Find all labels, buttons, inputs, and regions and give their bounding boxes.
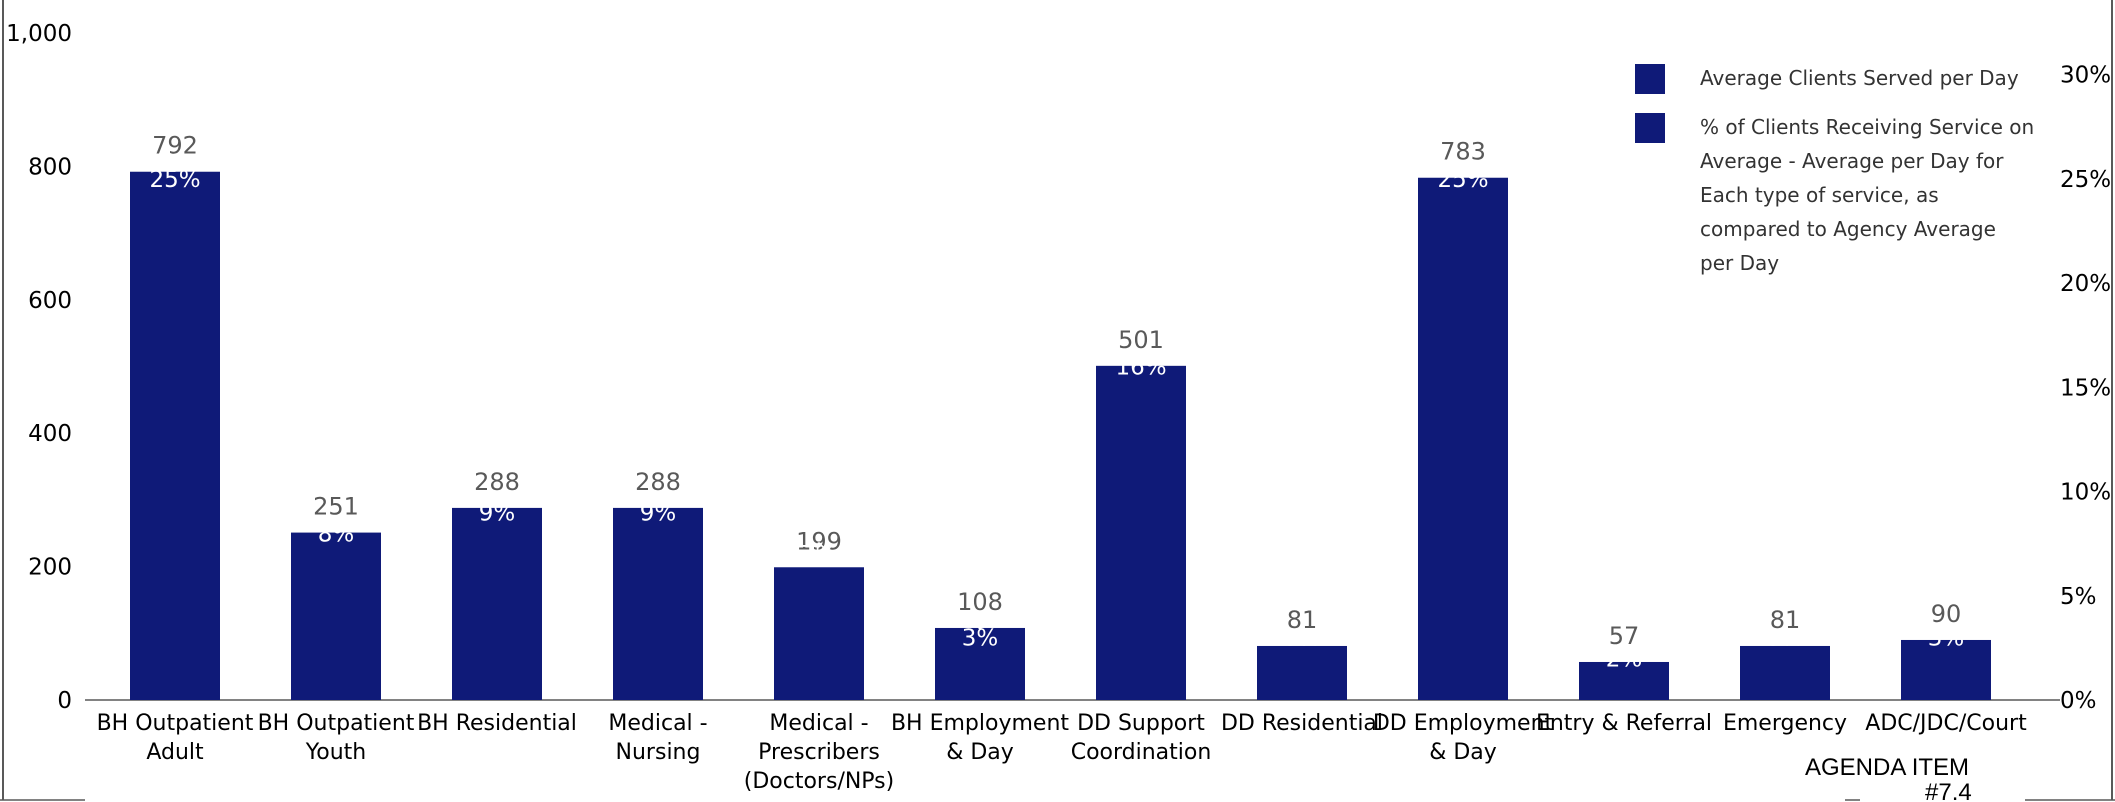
category-label: BH Outpatient — [258, 711, 415, 736]
category-label: BH Outpatient — [97, 711, 254, 736]
right-tick-label: 25% — [2060, 167, 2111, 193]
bar-value-label: 288 — [635, 468, 681, 496]
percent-label: 2% — [1606, 646, 1643, 672]
category-label: DD Residential — [1221, 711, 1383, 736]
left-tick-label: 800 — [28, 154, 72, 180]
right-tick-label: 15% — [2060, 375, 2111, 401]
category-label: & Day — [946, 740, 1014, 765]
category-label: BH Employment — [891, 711, 1069, 736]
percent-point — [1944, 625, 1948, 630]
category-label: Coordination — [1071, 740, 1212, 765]
left-axis: 0 200 400 600 800 1,000 — [6, 21, 72, 714]
percent-point — [1300, 625, 1304, 630]
category-label: DD Employment — [1373, 711, 1554, 736]
right-tick-label: 20% — [2060, 271, 2111, 297]
category-labels: BH Outpatient Adult BH Outpatient Youth BH R… — [97, 711, 2027, 794]
legend-swatch — [1635, 64, 1665, 94]
bar — [1740, 645, 1830, 700]
percent-point — [495, 500, 499, 505]
percent-label: 16% — [1115, 355, 1166, 381]
left-tick-label: 600 — [28, 288, 72, 314]
percent-point — [656, 500, 660, 505]
right-tick-label: 0% — [2060, 688, 2097, 714]
bar — [130, 171, 220, 701]
left-tick-label: 200 — [28, 555, 72, 581]
bar-value-label: 81 — [1770, 606, 1801, 634]
percent-label: 9% — [640, 500, 677, 526]
bar — [452, 507, 542, 700]
category-label: DD Support — [1077, 711, 1205, 736]
bar-value-label: 57 — [1609, 622, 1640, 650]
percent-point — [1622, 646, 1626, 651]
bar — [935, 627, 1025, 700]
legend: Average Clients Served per Day % of Clien… — [1635, 64, 2034, 275]
right-axis: 0% 5% 10% 15% 20% 25% 30% — [2060, 63, 2111, 714]
legend-entry-label: % of Clients Receiving Service on — [1700, 115, 2034, 139]
right-tick-label: 5% — [2060, 584, 2097, 610]
percent-point — [334, 521, 338, 526]
bar — [1901, 639, 1991, 700]
legend-entry-label: Average Clients Served per Day — [1700, 66, 2019, 90]
bar — [1257, 645, 1347, 700]
percent-point — [1783, 625, 1787, 630]
category-label: & Day — [1429, 740, 1497, 765]
category-label: Youth — [305, 740, 367, 765]
legend-entry-label: per Day — [1700, 251, 1779, 275]
percent-point — [817, 542, 821, 546]
bar — [1096, 365, 1186, 700]
legend-entry-label: compared to Agency Average — [1700, 217, 1996, 241]
bar — [291, 532, 381, 700]
percent-label: 3% — [1767, 625, 1804, 651]
bar-value-label: 288 — [474, 468, 520, 496]
bar — [1418, 177, 1508, 700]
category-label: Adult — [146, 740, 204, 765]
bar — [1579, 661, 1669, 700]
percent-label: 3% — [1284, 625, 1321, 651]
percent-point — [978, 625, 982, 630]
category-label: ADC/JDC/Court — [1865, 711, 2027, 736]
category-label: Entry & Referral — [1536, 711, 1712, 736]
percent-point — [173, 167, 177, 171]
bar — [774, 567, 864, 700]
category-label: Medical - — [608, 711, 707, 736]
bar-value-label: 792 — [152, 132, 198, 160]
bar-value-label: 81 — [1287, 606, 1318, 634]
category-label: BH Residential — [417, 711, 577, 736]
percent-label: 7% — [801, 542, 838, 568]
agenda-item-label: AGENDA ITEM — [1805, 754, 1969, 781]
category-label: Prescribers — [758, 740, 880, 765]
category-label: (Doctors/NPs) — [744, 769, 894, 794]
legend-entry-label: Each type of service, as — [1700, 183, 1939, 207]
category-label: Medical - — [769, 711, 868, 736]
bar-value-label: 501 — [1118, 326, 1164, 354]
percent-label: 8% — [318, 521, 355, 547]
percent-label: 25% — [149, 167, 200, 193]
legend-swatch — [1635, 113, 1665, 143]
bar-value-label: 251 — [313, 493, 359, 521]
data-labels: 79225%2518%2889%2889%1997%1083%50116%813… — [149, 132, 1964, 673]
bar — [613, 507, 703, 700]
right-tick-label: 30% — [2060, 63, 2111, 89]
percent-label: 9% — [479, 500, 516, 526]
bar-value-label: 108 — [957, 588, 1003, 616]
left-tick-label: 1,000 — [6, 21, 72, 47]
percent-point — [1461, 167, 1465, 171]
percent-point — [1139, 354, 1143, 359]
bar-value-label: 783 — [1440, 138, 1486, 166]
bar-value-label: 199 — [796, 527, 842, 555]
bars — [130, 171, 1991, 701]
agenda-item-number: #7.4 — [1925, 779, 1972, 802]
left-tick-label: 400 — [28, 421, 72, 447]
left-tick-label: 0 — [57, 688, 72, 714]
percent-label: 3% — [1928, 625, 1965, 651]
percent-label: 25% — [1437, 167, 1488, 193]
category-label: Nursing — [616, 740, 701, 765]
legend-entry-label: Average - Average per Day for — [1700, 149, 2004, 173]
right-tick-label: 10% — [2060, 480, 2111, 506]
category-label: Emergency — [1723, 711, 1847, 736]
bar-value-label: 90 — [1931, 600, 1962, 628]
percent-label: 3% — [962, 625, 999, 651]
